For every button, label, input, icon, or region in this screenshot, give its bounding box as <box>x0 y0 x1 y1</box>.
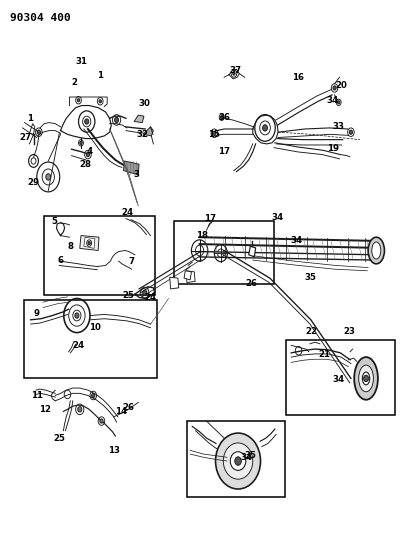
Circle shape <box>92 393 95 398</box>
Text: 37: 37 <box>229 66 242 75</box>
Ellipse shape <box>216 433 261 489</box>
Circle shape <box>86 152 90 157</box>
Polygon shape <box>249 246 256 257</box>
Circle shape <box>349 130 353 134</box>
Polygon shape <box>143 127 153 136</box>
Ellipse shape <box>230 452 246 471</box>
Text: 25: 25 <box>53 434 65 442</box>
Bar <box>286 340 395 415</box>
Circle shape <box>220 116 223 119</box>
Circle shape <box>37 130 40 134</box>
Text: 35: 35 <box>304 273 316 281</box>
Text: 28: 28 <box>79 160 91 168</box>
Circle shape <box>46 174 51 180</box>
Polygon shape <box>184 271 191 280</box>
Text: 17: 17 <box>218 148 230 156</box>
Text: 32: 32 <box>136 130 148 139</box>
Text: 1: 1 <box>27 114 33 123</box>
Polygon shape <box>186 271 195 282</box>
Bar <box>187 421 285 497</box>
Text: 24: 24 <box>121 208 134 216</box>
Text: 7: 7 <box>129 257 135 265</box>
Text: 35: 35 <box>244 451 256 460</box>
Text: 23: 23 <box>343 327 355 336</box>
Circle shape <box>80 141 82 144</box>
Text: 6: 6 <box>58 256 63 264</box>
Text: 34: 34 <box>326 96 338 104</box>
Text: 22: 22 <box>306 327 318 336</box>
Text: 16: 16 <box>292 73 304 82</box>
Bar <box>24 300 157 378</box>
Text: 24: 24 <box>144 293 157 302</box>
Circle shape <box>213 131 216 135</box>
Circle shape <box>263 125 267 131</box>
Text: 12: 12 <box>39 405 51 414</box>
Text: 34: 34 <box>290 237 302 245</box>
Text: 5: 5 <box>51 217 57 225</box>
Text: 11: 11 <box>31 391 43 400</box>
Ellipse shape <box>368 237 384 264</box>
Text: 9: 9 <box>34 309 40 318</box>
Text: 20: 20 <box>335 81 348 90</box>
Circle shape <box>364 375 369 382</box>
Polygon shape <box>124 161 139 175</box>
Text: 26: 26 <box>123 403 135 412</box>
Circle shape <box>85 119 89 124</box>
Ellipse shape <box>354 357 378 400</box>
Ellipse shape <box>372 242 381 259</box>
Polygon shape <box>170 277 179 289</box>
Ellipse shape <box>362 372 370 385</box>
Polygon shape <box>29 124 35 134</box>
Text: 3: 3 <box>134 171 139 179</box>
Text: 13: 13 <box>108 446 120 455</box>
Text: 10: 10 <box>89 324 101 332</box>
Text: 4: 4 <box>86 148 92 156</box>
Text: 27: 27 <box>19 133 31 142</box>
Polygon shape <box>80 236 99 251</box>
Text: 24: 24 <box>72 341 85 350</box>
Text: 34: 34 <box>240 453 252 462</box>
Text: 18: 18 <box>196 231 208 240</box>
Text: 19: 19 <box>327 144 339 152</box>
Circle shape <box>99 100 101 103</box>
Text: 15: 15 <box>208 130 220 139</box>
Circle shape <box>78 407 82 412</box>
Circle shape <box>143 290 147 295</box>
Text: 30: 30 <box>138 100 150 108</box>
Circle shape <box>88 241 90 245</box>
Bar <box>174 221 274 284</box>
Circle shape <box>233 72 235 75</box>
Polygon shape <box>134 115 144 123</box>
Text: 34: 34 <box>271 213 283 222</box>
Circle shape <box>235 457 241 465</box>
Polygon shape <box>84 237 95 248</box>
Bar <box>44 216 155 295</box>
Circle shape <box>77 99 80 102</box>
Text: 26: 26 <box>245 279 258 288</box>
Text: 21: 21 <box>318 350 330 359</box>
Circle shape <box>333 86 336 90</box>
Ellipse shape <box>223 443 253 479</box>
Text: 29: 29 <box>27 178 40 187</box>
Circle shape <box>337 101 340 104</box>
Text: 17: 17 <box>204 214 216 223</box>
Ellipse shape <box>359 365 373 392</box>
Text: 31: 31 <box>75 58 87 66</box>
Circle shape <box>115 117 119 123</box>
Circle shape <box>75 313 79 318</box>
Text: 33: 33 <box>333 123 345 131</box>
Text: 8: 8 <box>67 242 73 251</box>
Text: 36: 36 <box>218 113 230 122</box>
Text: 90304 400: 90304 400 <box>10 13 71 23</box>
Text: 34: 34 <box>333 375 345 384</box>
Circle shape <box>100 419 103 423</box>
Text: 25: 25 <box>122 292 135 300</box>
Text: 2: 2 <box>72 78 78 87</box>
Text: 14: 14 <box>115 407 127 416</box>
Text: 1: 1 <box>97 71 103 80</box>
